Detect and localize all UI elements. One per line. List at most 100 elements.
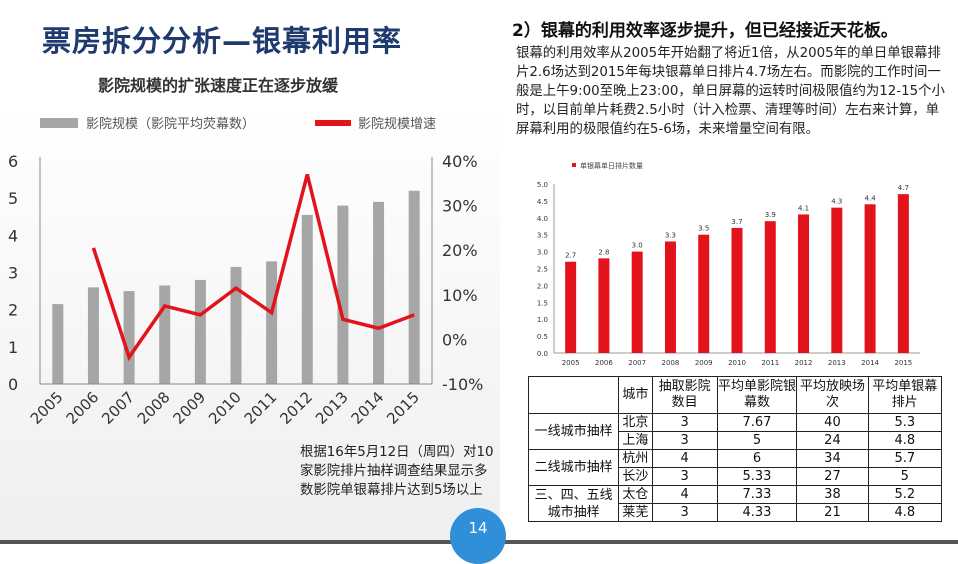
left-y-tick-label: 5	[8, 189, 18, 208]
table-cell: 24	[796, 431, 869, 450]
table-cell: 4.8	[867, 503, 943, 522]
bar-data-label: 2.7	[565, 252, 576, 260]
x-tick-label: 2014	[861, 359, 879, 367]
table-cell: 7.67	[716, 413, 798, 432]
bar-cinema-screens	[266, 261, 278, 384]
y-tick-label: 0.5	[537, 333, 548, 341]
right-y-tick-label: 0%	[442, 330, 467, 349]
bar-daily-screenings	[698, 234, 710, 353]
table-cell: 4.8	[867, 431, 943, 450]
screenings-bar-chart: 单银幕单日排片数量 2.7 2.8 3.0 3.3 3.5 3.7 3.9 4.1 4.3 4.4…	[537, 161, 920, 367]
x-tick-label: 2011	[241, 388, 281, 428]
y-tick-label: 5.0	[537, 181, 548, 189]
table-row: 三、四、五线城市抽样 太仓 4 7.33 38 5.2	[527, 485, 943, 522]
table-cell: 34	[796, 449, 869, 468]
bar-daily-screenings	[764, 221, 776, 353]
x-tick-label: 2007	[98, 388, 138, 428]
x-tick-label: 2008	[134, 388, 174, 428]
table-cell: 5.3	[867, 413, 943, 432]
table-header-cell: 平均单银幕排片	[867, 376, 943, 414]
table-header-cell: 抽取影院数目	[651, 376, 718, 414]
bar-daily-screenings	[731, 227, 743, 353]
table-row: 莱芜 3 4.33 21 4.8	[529, 503, 943, 522]
table-cell: 北京	[618, 413, 653, 432]
bar-data-label: 4.4	[865, 194, 877, 202]
table-cell: 3	[651, 503, 718, 522]
right-y-tick-label: -10%	[442, 375, 483, 394]
table-cell: 7.33	[716, 485, 798, 504]
bar-cinema-screens	[373, 201, 385, 384]
left-y-tick-label: 3	[8, 264, 18, 283]
table-row: 一线城市抽样 北京 3 7.67 40 5.3	[527, 413, 943, 450]
x-tick-label: 2006	[63, 388, 103, 428]
legend-red-swatch	[572, 163, 576, 167]
legend-bar-swatch	[40, 118, 78, 128]
table-cell: 3	[651, 413, 718, 432]
bar-data-label: 3.9	[765, 211, 776, 219]
table-cell: 5	[716, 431, 798, 450]
table-cell: 5.7	[867, 449, 943, 468]
table-cell: 长沙	[618, 467, 653, 486]
table-header-cell: 平均放映场次	[796, 376, 869, 414]
y-tick-label: 3.0	[537, 249, 548, 257]
line-growth-rate	[91, 173, 415, 362]
bar-cinema-screens	[87, 287, 99, 384]
right-y-tick-label: 10%	[442, 286, 478, 305]
x-tick-label: 2015	[383, 388, 423, 428]
left-y-tick-label: 1	[8, 338, 18, 357]
y-tick-label: 1.5	[537, 299, 548, 307]
x-tick-label: 2011	[761, 359, 779, 367]
bar-daily-screenings	[897, 194, 909, 353]
left-chart-subtitle: 影院规模的扩张速度正在逐步放缓	[98, 76, 339, 95]
table-cell: 4	[651, 449, 718, 468]
right-heading: 2）银幕的利用效率逐步提升，但已经接近天花板。	[512, 21, 898, 41]
table-row: 二线城市抽样 杭州 4 6 34 5.7	[527, 449, 943, 486]
table-cell: 4.33	[716, 503, 798, 522]
y-tick-label: 3.5	[537, 232, 548, 240]
bar-data-label: 4.1	[798, 204, 809, 212]
table-group-label: 三、四、五线城市抽样	[527, 485, 620, 522]
bar-cinema-screens	[123, 291, 135, 384]
table-cell: 6	[716, 449, 798, 468]
bar-cinema-screens	[230, 266, 242, 384]
x-tick-label: 2005	[27, 388, 67, 428]
table-cell: 上海	[618, 431, 653, 450]
table-cell: 太仓	[618, 485, 653, 504]
bar-data-label: 3.5	[698, 225, 709, 233]
left-combo-chart: 影院规模（影院平均荧幕数） 影院规模增速 0 1 2 3 4 5 6 -10% 0% 10% 20…	[8, 117, 483, 428]
y-tick-label: 1.0	[537, 316, 548, 324]
x-tick-label: 2009	[169, 388, 209, 428]
y-tick-label: 4.0	[537, 215, 548, 223]
bar-daily-screenings	[631, 251, 643, 353]
table-group-label: 二线城市抽样	[527, 449, 620, 486]
bar-daily-screenings	[565, 261, 577, 353]
table-cell: 5.33	[716, 467, 798, 486]
page-number: 14	[468, 519, 488, 537]
x-tick-label: 2010	[728, 359, 746, 367]
table-row: 上海 3 5 24 4.8	[529, 431, 943, 450]
y-tick-label: 4.5	[537, 198, 548, 206]
bar-data-label: 3.7	[731, 218, 742, 226]
bar-cinema-screens	[194, 279, 206, 384]
x-tick-label: 2013	[312, 388, 352, 428]
y-tick-label: 2.5	[537, 266, 548, 274]
legend-red-label: 单银幕单日排片数量	[580, 161, 643, 170]
x-tick-label: 2006	[595, 359, 613, 367]
x-tick-label: 2008	[662, 359, 680, 367]
table-header-row: 城市 抽取影院数目 平均单影院银幕数 平均放映场次 平均单银幕排片	[527, 376, 943, 414]
table-cell: 5.2	[867, 485, 943, 504]
right-y-tick-label: 20%	[442, 241, 478, 260]
legend-line-swatch	[315, 120, 351, 126]
x-tick-label: 2012	[276, 388, 316, 428]
sampling-note: 根据16年5月12日（周四）对10家影院排片抽样调查结果显示多数影院单银幕排片达…	[300, 445, 494, 498]
left-y-tick-label: 6	[8, 152, 18, 171]
bar-daily-screenings	[864, 204, 876, 353]
table-cell: 杭州	[618, 449, 653, 468]
slide-title: 票房拆分分析—银幕利用率	[42, 24, 403, 58]
bar-cinema-screens	[52, 304, 64, 384]
bar-daily-screenings	[598, 258, 610, 353]
right-y-tick-label: 30%	[442, 197, 478, 216]
left-y-tick-label: 0	[8, 375, 18, 394]
x-tick-label: 2009	[695, 359, 713, 367]
bar-cinema-screens	[301, 214, 313, 384]
